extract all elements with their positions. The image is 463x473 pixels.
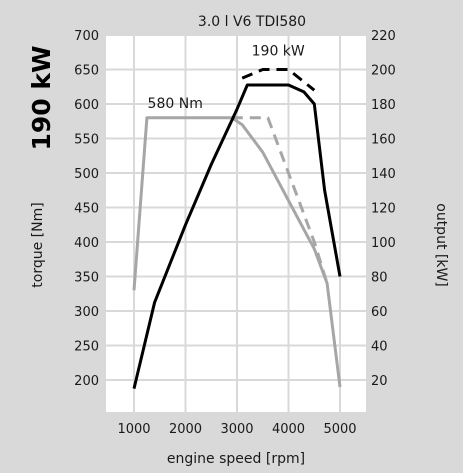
y-right-tick-label: 200 (371, 64, 396, 79)
y-right-tick-label: 160 (371, 133, 396, 148)
y-right-tick-label: 180 (371, 98, 396, 113)
y-left-tick-label: 400 (74, 236, 99, 251)
tick-layer: 200 250 300 350 400 450 500 550 600 650 700 20 40 60 8… (74, 29, 396, 437)
power-peak-annotation: 190 kW (252, 44, 305, 60)
chart-title: 3.0 l V6 TDI580 (198, 14, 306, 30)
y-left-tick-label: 550 (74, 133, 99, 148)
x-tick-label: 3000 (220, 422, 253, 437)
power-badge: 190 kW (27, 45, 56, 150)
series-layer (132, 68, 342, 389)
y-left-tick-label: 700 (74, 29, 99, 44)
y-right-tick-label: 20 (371, 374, 388, 389)
torque-line-dashed (231, 116, 329, 284)
x-tick-label: 5000 (323, 422, 356, 437)
y-right-tick-label: 40 (371, 340, 388, 355)
y-axis-label-left: torque [Nm] (30, 202, 46, 287)
y-left-tick-label: 200 (74, 374, 99, 389)
y-left-tick-label: 250 (74, 340, 99, 355)
x-tick-label: 4000 (272, 422, 305, 437)
y-right-tick-label: 120 (371, 202, 396, 217)
y-left-tick-label: 300 (74, 305, 99, 320)
y-axis-label-right: output [kW] (433, 203, 449, 287)
x-axis-label: engine speed [rpm] (167, 451, 305, 467)
y-left-tick-label: 600 (74, 98, 99, 113)
torque-line (132, 116, 342, 388)
x-tick-label: 2000 (169, 422, 202, 437)
y-right-tick-label: 60 (371, 305, 388, 320)
y-right-tick-label: 80 (371, 271, 388, 286)
y-left-tick-label: 500 (74, 167, 99, 182)
y-left-tick-label: 650 (74, 64, 99, 79)
y-right-tick-label: 220 (371, 29, 396, 44)
power-line-dashed (241, 68, 316, 92)
torque-peak-annotation: 580 Nm (148, 96, 203, 112)
power-line (132, 83, 342, 389)
y-left-tick-label: 450 (74, 202, 99, 217)
y-right-tick-label: 100 (371, 236, 396, 251)
y-right-tick-label: 140 (371, 167, 396, 182)
y-left-tick-label: 350 (74, 271, 99, 286)
x-tick-label: 1000 (117, 422, 150, 437)
